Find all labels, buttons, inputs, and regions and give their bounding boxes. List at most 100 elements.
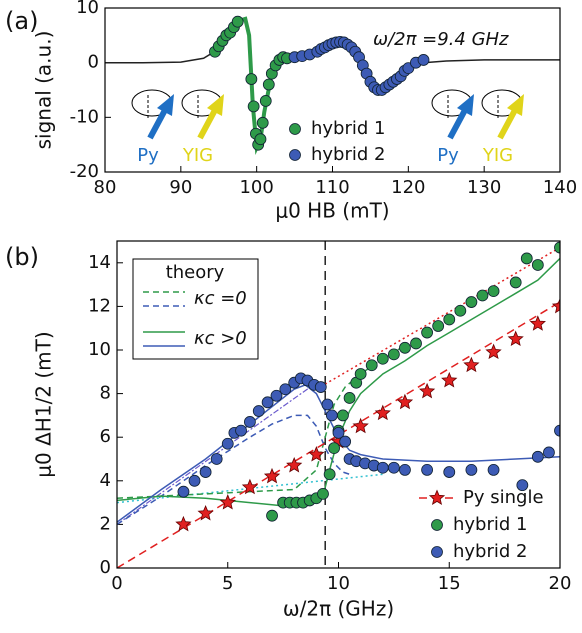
x-tick-label: 90	[169, 177, 192, 198]
panel-label: (a)	[5, 7, 38, 35]
series-line	[117, 414, 350, 526]
x-tick-label: 140	[543, 177, 577, 198]
icon-arrowhead	[457, 94, 474, 116]
panel-label: (b)	[5, 243, 39, 271]
point	[399, 463, 411, 476]
series-line	[117, 344, 406, 499]
x-tick-label: 10	[327, 573, 350, 594]
point	[270, 389, 283, 402]
point	[314, 381, 327, 393]
y-tick-label: 0	[88, 52, 99, 73]
point	[332, 426, 345, 439]
point	[465, 463, 478, 476]
star-marker	[441, 371, 458, 388]
point	[243, 416, 256, 428]
y-tick-label: 10	[76, 0, 99, 18]
point	[520, 252, 533, 265]
x-axis-label: ω/2π (GHz)	[283, 597, 394, 621]
legend-label: hybrid 1	[311, 118, 386, 139]
legend-label: hybrid 1	[453, 514, 528, 535]
icon-label: Py	[137, 145, 159, 166]
point	[337, 409, 349, 422]
star-marker	[507, 330, 524, 347]
point	[256, 116, 269, 129]
x-tick-label: 110	[315, 177, 349, 198]
axes-frame	[116, 240, 561, 569]
point	[387, 348, 400, 361]
series-line	[117, 301, 560, 568]
y-tick-label: 8	[100, 383, 111, 404]
star-marker	[463, 356, 480, 373]
point	[317, 487, 329, 500]
x-tick-label: 120	[391, 177, 425, 198]
x-tick-label: 5	[222, 573, 233, 594]
point	[188, 474, 201, 487]
star-marker	[396, 393, 414, 410]
x-tick-label: 130	[467, 177, 501, 198]
star-marker	[308, 446, 325, 462]
point	[421, 326, 434, 339]
point	[354, 368, 367, 380]
plot-area	[117, 241, 560, 568]
y-tick-label: 14	[88, 252, 111, 273]
point	[454, 304, 467, 317]
legend-marker	[289, 123, 301, 135]
y-tick-label: 4	[100, 470, 111, 491]
icon-arrowhead	[507, 94, 524, 116]
point	[177, 485, 190, 498]
point	[235, 424, 247, 437]
icon-arrowhead	[207, 94, 224, 116]
point	[328, 442, 340, 455]
plot-area	[105, 15, 560, 155]
point	[554, 424, 560, 437]
point	[325, 409, 338, 422]
point	[432, 320, 445, 332]
annotation: ω/2π =9.4 GHz	[373, 29, 509, 50]
icon-label: YIG	[182, 145, 213, 166]
y-tick-label: -20	[70, 161, 99, 182]
star-marker	[175, 515, 192, 532]
point	[261, 396, 274, 409]
star-marker	[219, 494, 236, 510]
point	[245, 73, 258, 85]
point	[262, 78, 275, 91]
series-line	[316, 246, 560, 390]
point	[279, 383, 292, 396]
point	[531, 450, 544, 463]
point	[231, 15, 244, 28]
icon-arrow	[497, 108, 518, 140]
series-line	[117, 257, 560, 508]
y-axis-label: signal (a.u.)	[32, 31, 56, 150]
point	[247, 100, 260, 113]
legend-box	[132, 258, 259, 360]
point	[554, 241, 560, 254]
x-tick-label: 20	[549, 573, 572, 594]
star-marker	[374, 404, 391, 421]
point	[199, 466, 212, 478]
legend-label: hybrid 2	[311, 144, 386, 165]
point	[443, 466, 456, 478]
point	[543, 446, 555, 459]
point	[487, 463, 500, 476]
point	[254, 133, 267, 146]
point	[365, 359, 378, 372]
legend-title: theory	[166, 262, 225, 283]
point	[343, 392, 356, 404]
legend-star	[428, 489, 446, 505]
point	[516, 479, 529, 492]
point	[339, 435, 352, 448]
point	[417, 54, 430, 66]
y-tick-label: 2	[100, 513, 111, 534]
point	[376, 352, 389, 365]
y-tick-label: 0	[100, 557, 111, 578]
x-tick-label: 0	[111, 573, 122, 594]
point	[487, 285, 500, 298]
point	[509, 276, 522, 289]
point	[221, 437, 234, 450]
point	[476, 289, 489, 302]
icon-arrow	[447, 108, 468, 140]
icon-label: Py	[437, 145, 459, 166]
star-marker	[286, 456, 303, 473]
point	[421, 463, 434, 476]
